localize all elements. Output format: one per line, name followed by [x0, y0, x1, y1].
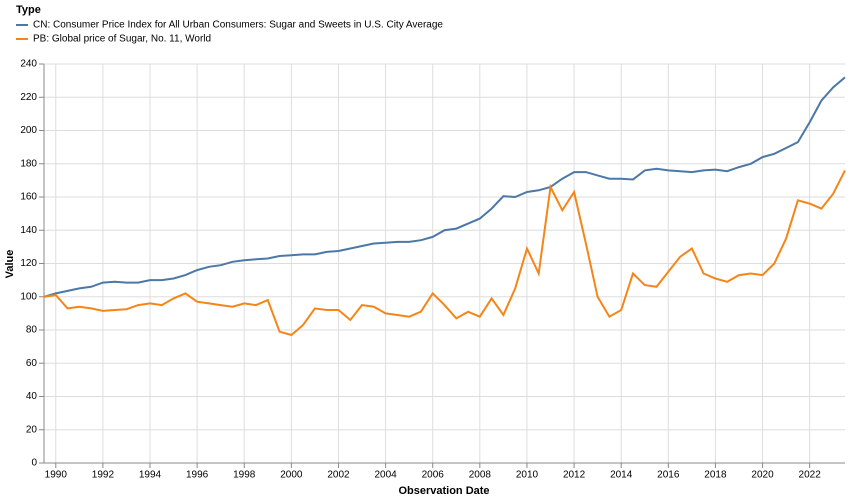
x-tick-label: 2000 — [280, 470, 303, 481]
y-tick-label: 80 — [26, 325, 38, 336]
x-tick-label: 2004 — [374, 470, 397, 481]
legend-label: PB: Global price of Sugar, No. 11, World — [33, 34, 211, 45]
y-tick-label: 140 — [20, 225, 37, 236]
x-tick-label: 2022 — [799, 470, 822, 481]
x-tick-label: 1992 — [92, 470, 115, 481]
y-tick-label: 20 — [26, 424, 38, 435]
x-tick-label: 2020 — [751, 470, 774, 481]
line-series — [43, 169, 846, 337]
y-tick-label: 240 — [20, 59, 37, 70]
x-tick-label: 2002 — [327, 470, 350, 481]
line-series — [43, 76, 846, 298]
legend-title: Type — [16, 4, 41, 16]
x-axis-title: Observation Date — [398, 485, 489, 497]
y-tick-label: 120 — [20, 258, 37, 269]
y-tick-label: 160 — [20, 192, 37, 203]
x-tick-label: 1990 — [45, 470, 68, 481]
y-tick-label: 100 — [20, 291, 37, 302]
y-axis-title: Value — [4, 250, 16, 279]
x-tick-label: 1998 — [233, 470, 256, 481]
x-tick-label: 2008 — [469, 470, 492, 481]
y-tick-label: 40 — [26, 391, 38, 402]
x-tick-label: 2012 — [563, 470, 586, 481]
x-tick-label: 1994 — [139, 470, 162, 481]
y-tick-label: 220 — [20, 92, 37, 103]
y-tick-label: 60 — [26, 358, 38, 369]
y-tick-label: 200 — [20, 125, 37, 136]
x-tick-label: 2006 — [422, 470, 445, 481]
x-tick-label: 2018 — [704, 470, 727, 481]
x-tick-label: 2016 — [657, 470, 680, 481]
legend-label: CN: Consumer Price Index for All Urban C… — [33, 20, 443, 31]
y-tick-label: 180 — [20, 158, 37, 169]
x-tick-label: 1996 — [186, 470, 209, 481]
x-tick-label: 2010 — [516, 470, 539, 481]
y-tick-label: 0 — [31, 458, 37, 469]
x-tick-label: 2014 — [610, 470, 633, 481]
